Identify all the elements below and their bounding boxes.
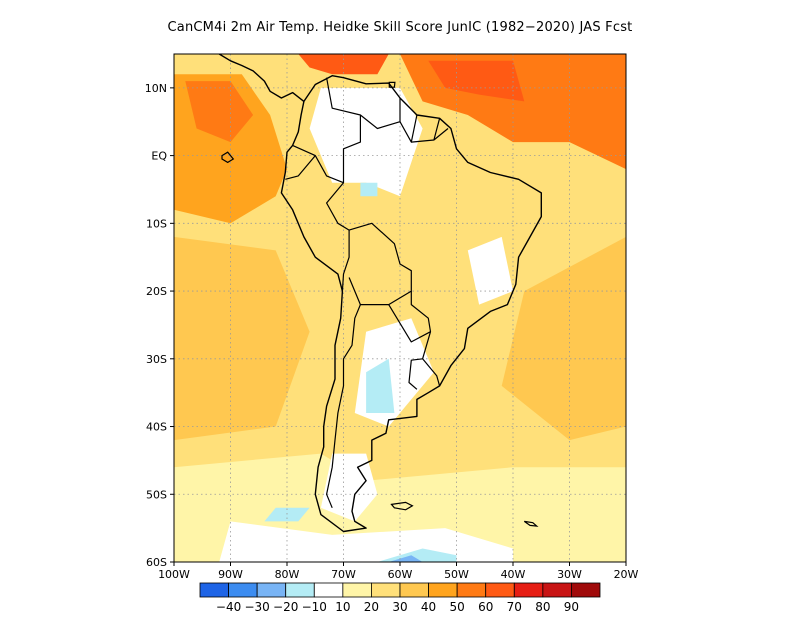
island-galapagos bbox=[221, 151, 235, 164]
map-title: CanCM4i 2m Air Temp. Heidke Skill Score … bbox=[167, 20, 633, 35]
country-border bbox=[422, 358, 441, 387]
island-south-georgia bbox=[523, 520, 539, 527]
field-region-patagonia-white bbox=[320, 453, 378, 522]
field-region-northeast-brazil-white bbox=[467, 236, 513, 305]
field-region-drake-blue bbox=[377, 548, 457, 562]
lat-tick-label: 50S bbox=[146, 488, 167, 501]
skill-field bbox=[174, 54, 626, 562]
colorbar-label: 50 bbox=[450, 600, 465, 614]
coastlines bbox=[218, 54, 542, 533]
south-america-coastline bbox=[280, 74, 542, 533]
colorbar-label: 80 bbox=[535, 600, 550, 614]
colorbar-swatch bbox=[285, 582, 315, 598]
lat-tick-label: 20S bbox=[146, 285, 167, 298]
field-region-atlantic-red bbox=[428, 60, 525, 102]
lon-tick-label: 100W bbox=[158, 568, 190, 581]
colorbar-swatch bbox=[228, 582, 258, 598]
colorbar-swatch bbox=[428, 582, 458, 598]
field-region-southeast-pacific-orange bbox=[174, 236, 310, 441]
lon-tick-label: 80W bbox=[275, 568, 300, 581]
country-border bbox=[285, 155, 316, 180]
field-region-amazon-white bbox=[309, 87, 423, 197]
lat-tick-label: 10S bbox=[146, 217, 167, 230]
colorbar-label: 20 bbox=[364, 600, 379, 614]
country-border bbox=[388, 291, 432, 343]
graticule bbox=[174, 54, 626, 562]
lon-tick-label: 30W bbox=[557, 568, 582, 581]
country-border bbox=[408, 331, 432, 390]
field-region-south-atlantic-orange bbox=[501, 236, 626, 441]
colorbar-label: 40 bbox=[421, 600, 436, 614]
colorbar-swatch bbox=[571, 582, 601, 598]
colorbar-label: 70 bbox=[507, 600, 522, 614]
colorbar-label: 60 bbox=[478, 600, 493, 614]
country-border bbox=[360, 98, 401, 130]
lat-tick-label: 30S bbox=[146, 353, 167, 366]
field-region-west-pacific-blue bbox=[264, 507, 310, 522]
colorbar-label: 90 bbox=[564, 600, 579, 614]
lat-tick-label: EQ bbox=[151, 150, 167, 163]
country-border bbox=[348, 222, 412, 306]
colorbar-swatch bbox=[256, 582, 287, 598]
colorbar-swatch bbox=[513, 582, 544, 598]
colorbar-swatch bbox=[399, 582, 429, 598]
field-region-drake-blue-dark bbox=[388, 555, 423, 562]
lat-tick-label: 10N bbox=[145, 82, 167, 95]
colorbar-label: 30 bbox=[392, 600, 407, 614]
lon-tick-label: 40W bbox=[501, 568, 526, 581]
colorbar-swatch bbox=[456, 582, 487, 598]
colorbar-swatch bbox=[371, 582, 401, 598]
island-falklands bbox=[390, 501, 414, 511]
central-america-coastline bbox=[218, 54, 305, 102]
lon-tick-label: 70W bbox=[331, 568, 356, 581]
colorbar-swatch bbox=[313, 582, 344, 598]
colorbar-swatch bbox=[199, 582, 229, 598]
colorbar-label: 10 bbox=[335, 600, 350, 614]
lon-tick-label: 90W bbox=[218, 568, 243, 581]
field-region-pampas-blue bbox=[366, 358, 395, 413]
colorbar-label: −20 bbox=[273, 600, 298, 614]
colorbar-swatch bbox=[485, 582, 515, 598]
field-region-weddell-white bbox=[219, 521, 513, 562]
lon-tick-label: 60W bbox=[388, 568, 413, 581]
island-trinidad bbox=[388, 81, 396, 88]
colorbar-swatch bbox=[342, 582, 372, 598]
colorbar-swatch bbox=[542, 582, 572, 598]
lon-tick-label: 50W bbox=[444, 568, 469, 581]
colorbar: −40 −30 −20 −10 10 20 30 40 50 60 70 80 90 bbox=[199, 582, 601, 614]
colorbar-label: −10 bbox=[302, 600, 327, 614]
field-region-amazon-blue bbox=[360, 182, 378, 197]
lat-tick-label: 60S bbox=[146, 556, 167, 569]
country-border bbox=[292, 77, 361, 184]
lon-tick-label: 20W bbox=[614, 568, 639, 581]
field-region-east-pacific-dark bbox=[185, 81, 254, 143]
colorbar-label: −40 bbox=[216, 600, 241, 614]
country-border bbox=[433, 128, 449, 141]
colorbar-label: −30 bbox=[244, 600, 269, 614]
lat-tick-label: 40S bbox=[146, 421, 167, 434]
country-border bbox=[326, 304, 361, 509]
